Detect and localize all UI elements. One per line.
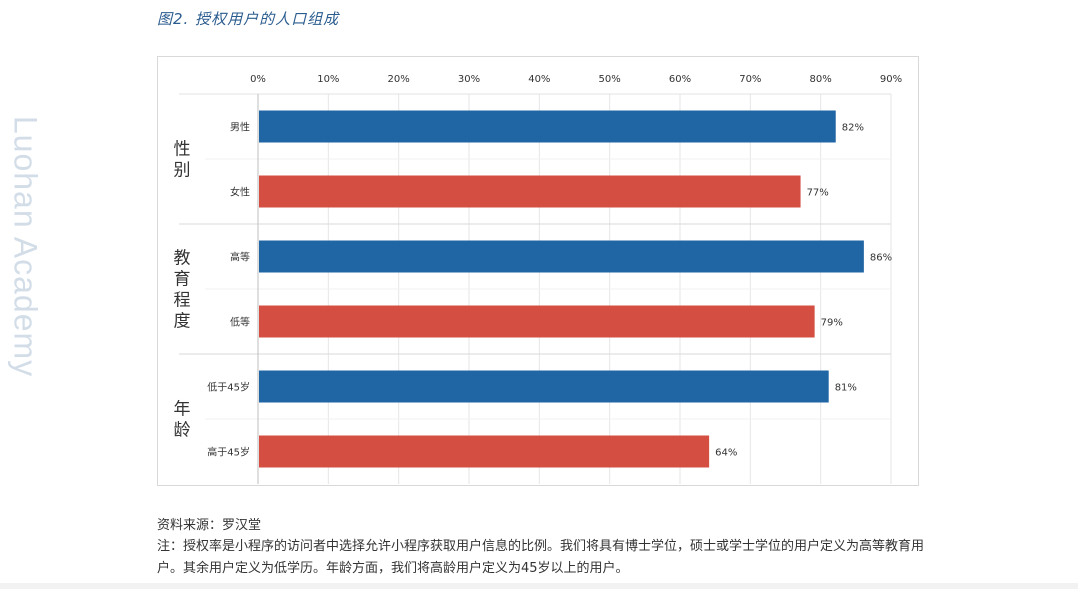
bar — [259, 175, 801, 208]
data-label: 81% — [835, 383, 857, 394]
data-label: 79% — [821, 318, 843, 329]
figure-title: 图2. 授权用户的人口组成 — [157, 10, 340, 28]
x-tick-label: 40% — [528, 74, 550, 85]
x-tick-label: 20% — [388, 74, 410, 85]
source-text: 资料来源：罗汉堂 — [157, 518, 262, 533]
x-tick-label: 10% — [317, 74, 339, 85]
data-label: 82% — [842, 123, 864, 134]
bar-chart: 0% 10% 20% 30% 40% 50% 60% 70% 80% 90% 男性 82% 女性 77% 高… — [174, 74, 902, 484]
category-label: 高于45岁 — [207, 446, 250, 459]
note-text: 注：授权率是小程序的访问者中选择允许小程序获取用户信息的比例。我们将具有博士学位… — [157, 539, 925, 576]
x-tick-label: 90% — [880, 74, 902, 85]
category-label: 低等 — [230, 316, 250, 329]
watermark-text: Luohan Academy — [7, 115, 44, 378]
x-tick-label: 70% — [739, 74, 761, 85]
x-tick-label: 30% — [458, 74, 480, 85]
bar — [259, 435, 710, 468]
x-tick-label: 50% — [599, 74, 621, 85]
bar — [259, 370, 829, 403]
x-tick-label: 0% — [250, 74, 266, 85]
category-label: 高等 — [230, 251, 250, 264]
group-label: 性别 — [174, 140, 191, 181]
category-label: 男性 — [230, 121, 250, 134]
data-label: 86% — [870, 253, 892, 264]
bar — [259, 240, 864, 273]
bar — [259, 305, 815, 338]
data-label: 64% — [715, 448, 737, 459]
data-label: 77% — [807, 188, 829, 199]
group-label: 教育程度 — [174, 249, 191, 332]
bar — [259, 110, 836, 143]
chart-frame — [157, 56, 919, 486]
category-label: 女性 — [230, 186, 250, 199]
bottom-band — [0, 583, 1078, 589]
group-label: 年龄 — [174, 400, 191, 441]
x-tick-label: 60% — [669, 74, 691, 85]
x-tick-label: 80% — [810, 74, 832, 85]
category-label: 低于45岁 — [207, 381, 250, 394]
